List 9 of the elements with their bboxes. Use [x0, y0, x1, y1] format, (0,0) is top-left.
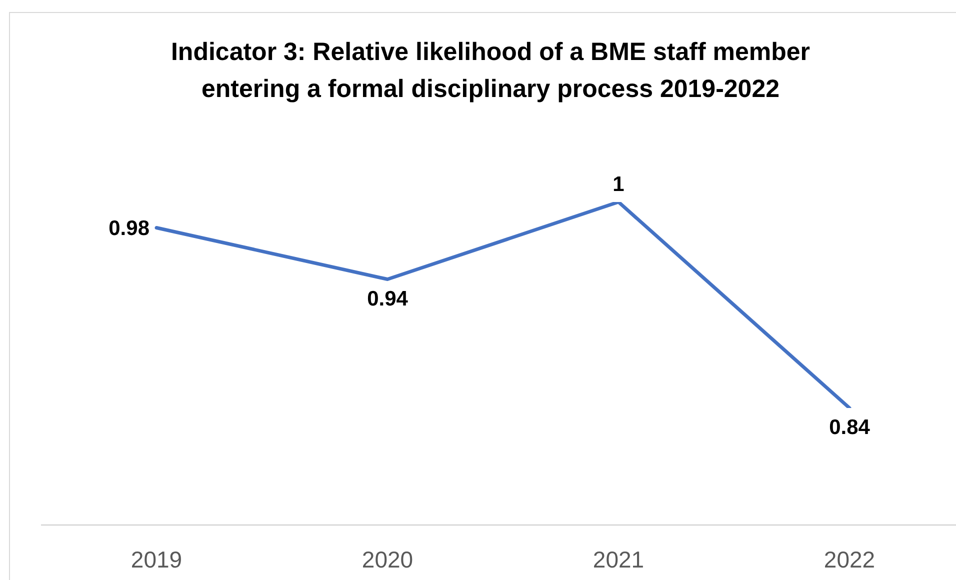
chart-title: Indicator 3: Relative likelihood of a BME staff member entering a formal disciplinary process 2019-2022: [170, 36, 812, 104]
data-label: 1: [612, 172, 624, 195]
x-tick-label: 2021: [592, 546, 644, 572]
data-label: 0.98: [108, 216, 150, 239]
x-tick-label: 2022: [823, 546, 875, 572]
data-label: 0.84: [828, 415, 870, 438]
x-tick-label: 2020: [361, 546, 413, 572]
data-label: 0.94: [366, 286, 408, 310]
x-tick-label: 2019: [130, 546, 182, 572]
